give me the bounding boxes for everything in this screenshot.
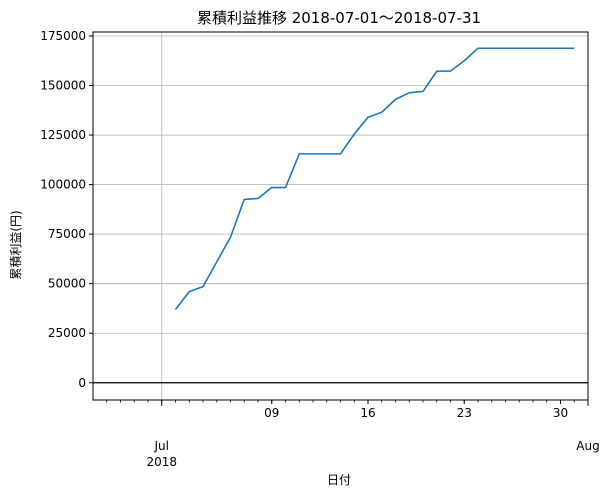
plot-frame — [92, 31, 589, 401]
x-axis-label: 日付 — [327, 473, 351, 487]
grid-lines — [93, 32, 588, 400]
y-axis-label: 累積利益(円) — [8, 210, 23, 279]
series-lines — [174, 47, 575, 310]
x-minor-tick-label: 16 — [360, 406, 375, 420]
y-tick-label: 150000 — [40, 79, 86, 93]
y-tick-label: 50000 — [48, 277, 86, 291]
chart-title: 累積利益推移 2018-07-01〜2018-07-31 — [197, 9, 481, 27]
y-tick-label: 0 — [78, 376, 86, 390]
y-tick-label: 125000 — [40, 128, 86, 142]
x-major-tick-sublabel: 2018 — [146, 455, 177, 469]
y-tick-label: 100000 — [40, 178, 86, 192]
y-tick-label: 25000 — [48, 326, 86, 340]
x-minor-tick-label: 23 — [457, 406, 472, 420]
x-major-tick-label: Jul — [154, 439, 169, 453]
y-tick-label: 175000 — [40, 29, 86, 43]
x-axis: Jul 2018 Aug 09 16 23 30 — [106, 400, 600, 469]
y-tick-label: 75000 — [48, 227, 86, 241]
x-major-tick-label: Aug — [576, 439, 599, 453]
x-minor-tick-label: 30 — [553, 406, 568, 420]
series-line — [174, 47, 575, 310]
x-minor-tick-label: 09 — [264, 406, 279, 420]
y-axis: 0 25000 50000 75000 100000 125000 150000 175000 — [40, 29, 93, 390]
